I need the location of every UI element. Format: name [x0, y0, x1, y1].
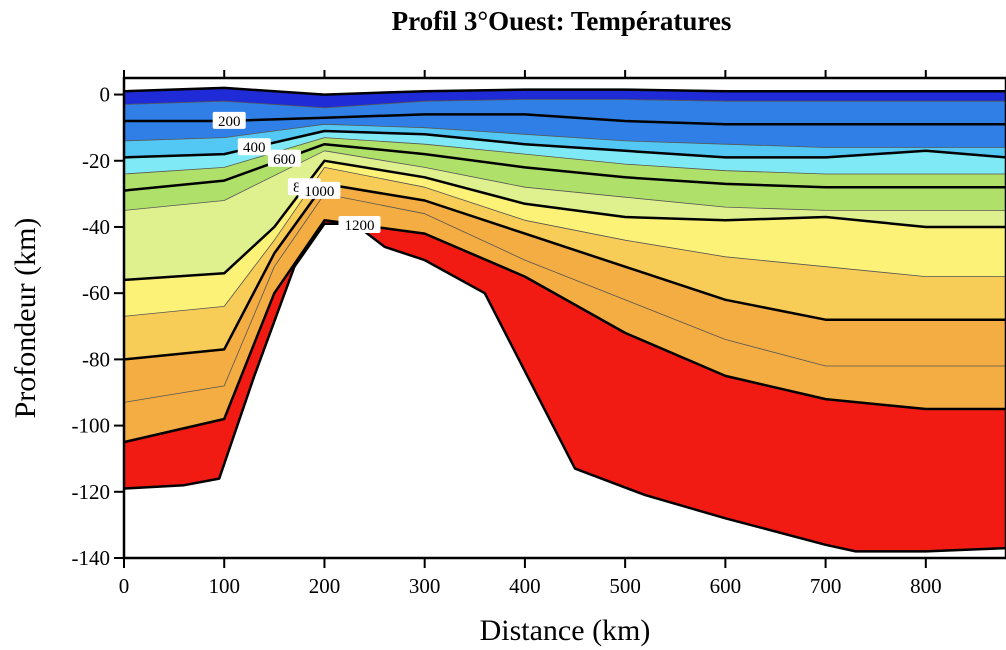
isotherm-label-text: 1000	[304, 184, 334, 200]
y-axis: 0 -20 -40 -60 -80 -100 -120 -140	[72, 83, 124, 570]
x-tick-label: 0	[119, 574, 130, 598]
isotherm-label-text: 600	[273, 152, 296, 168]
isotherm-label-text: 200	[218, 114, 241, 130]
isotherm-1000	[124, 182, 1006, 361]
y-tick-label: -120	[72, 480, 111, 504]
isotherm-label-200: 200	[212, 111, 246, 130]
isotherm-label-1000: 1000	[298, 181, 341, 200]
y-tick-label: -20	[82, 149, 110, 173]
y-tick-label: -80	[82, 347, 110, 371]
y-tick-label: 0	[100, 83, 111, 107]
isotherm-200	[124, 113, 1006, 126]
x-tick-label: 300	[409, 574, 441, 598]
y-tick-label: -100	[72, 414, 111, 438]
isotherm-1100	[124, 193, 1006, 403]
isotherm-label-text: 400	[243, 140, 265, 156]
isotherm-label-600: 600	[267, 149, 301, 168]
isotherm-1300	[124, 222, 1006, 553]
x-tick-label: 800	[910, 574, 942, 598]
y-tick-label: -60	[82, 281, 110, 305]
isotherm-labels: 20040060080010001200	[212, 111, 381, 234]
isotherm-0	[124, 86, 1006, 96]
isotherm-900	[124, 166, 1006, 317]
isotherm-1200	[124, 219, 1006, 444]
y-tick-label: -140	[72, 546, 111, 570]
x-axis: 0 100 200 300 400 500 600 700 800	[119, 70, 942, 598]
plot-frame	[122, 76, 1006, 560]
x-tick-label: 500	[609, 574, 641, 598]
isotherm-800	[124, 159, 1006, 282]
isotherm-100	[124, 99, 1006, 109]
x-tick-label: 100	[208, 574, 240, 598]
isotherm-300	[124, 123, 1006, 148]
isotherm-label-1200: 1200	[338, 216, 381, 234]
y-tick-label: -40	[82, 215, 110, 239]
chart-title: Profil 3°Ouest: Températures	[391, 6, 732, 36]
isotherm-label-400: 400	[237, 138, 271, 156]
x-tick-label: 400	[509, 574, 541, 598]
x-tick-label: 200	[309, 574, 341, 598]
y-axis-label: Profondeur (km)	[9, 218, 42, 419]
isotherm-label-text: 1200	[345, 218, 375, 234]
x-tick-label: 700	[810, 574, 842, 598]
x-axis-label: Distance (km)	[480, 614, 651, 647]
isotherm-400	[124, 129, 1006, 159]
x-tick-label: 600	[710, 574, 742, 598]
isotherm-700	[124, 150, 1006, 211]
